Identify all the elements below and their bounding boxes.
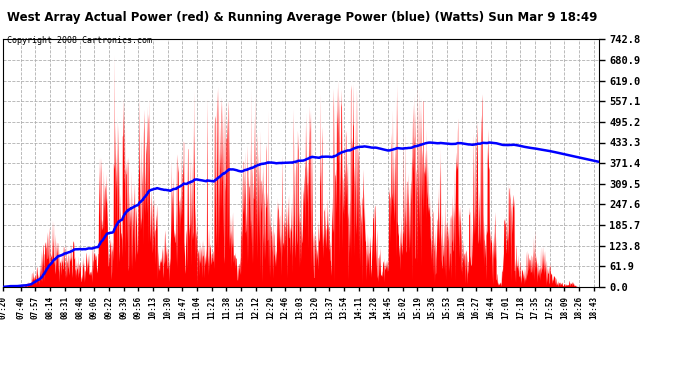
- Text: Copyright 2008 Cartronics.com: Copyright 2008 Cartronics.com: [7, 36, 152, 45]
- Text: West Array Actual Power (red) & Running Average Power (blue) (Watts) Sun Mar 9 1: West Array Actual Power (red) & Running …: [7, 11, 598, 24]
